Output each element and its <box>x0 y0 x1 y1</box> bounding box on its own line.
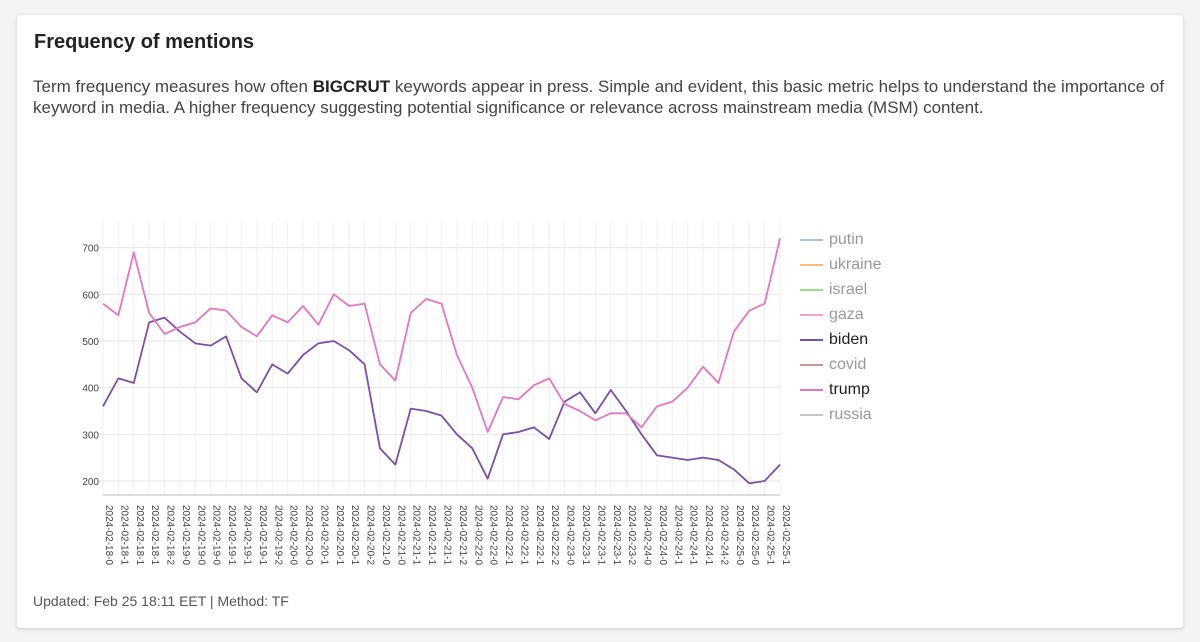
description-bold: BIGCRUT <box>312 77 391 96</box>
y-tick-label: 600 <box>82 290 99 301</box>
x-tick-label: 2024-02-25-0 <box>734 505 745 565</box>
x-tick-label: 2024-02-19-1 <box>241 505 252 565</box>
x-tick-label: 2024-02-20-0 <box>303 505 314 565</box>
x-tick-label: 2024-02-23-1 <box>595 505 606 565</box>
x-tick-label: 2024-02-22-0 <box>488 505 499 565</box>
legend-label: covid <box>829 356 866 373</box>
x-tick-label: 2024-02-21-1 <box>442 505 453 565</box>
x-tick-label: 2024-02-19-1 <box>257 505 268 565</box>
x-tick-label: 2024-02-24-0 <box>642 505 653 565</box>
x-tick-label: 2024-02-25-0 <box>749 505 760 565</box>
x-tick-label: 2024-02-20-1 <box>318 505 329 565</box>
x-tick-label: 2024-02-23-2 <box>626 505 637 565</box>
x-tick-label: 2024-02-19-2 <box>272 505 283 565</box>
x-tick-label: 2024-02-18-1 <box>149 505 160 565</box>
x-tick-label: 2024-02-23-1 <box>580 505 591 565</box>
legend-label: trump <box>829 381 870 398</box>
x-tick-label: 2024-02-22-1 <box>534 505 545 565</box>
x-tick-label: 2024-02-20-2 <box>365 505 376 565</box>
x-tick-label: 2024-02-21-0 <box>380 505 391 565</box>
y-tick-label: 700 <box>82 244 99 255</box>
x-tick-label: 2024-02-24-1 <box>688 505 699 565</box>
legend-label: ukraine <box>829 256 882 273</box>
x-tick-label: 2024-02-21-1 <box>411 505 422 565</box>
y-tick-label: 500 <box>82 337 99 348</box>
legend-label: gaza <box>829 306 864 323</box>
description: Term frequency measures how often BIGCRU… <box>33 76 1173 118</box>
line <box>102 316 781 485</box>
description-text: Term frequency measures how often <box>33 77 313 96</box>
x-tick-label: 2024-02-24-2 <box>718 505 729 565</box>
x-tick-label: 2024-02-20-1 <box>349 505 360 565</box>
x-tick-label: 2024-02-24-1 <box>672 505 683 565</box>
x-tick-label: 2024-02-21-2 <box>457 505 468 565</box>
x-tick-label: 2024-02-23-1 <box>611 505 622 565</box>
x-tick-label: 2024-02-18-2 <box>165 505 176 565</box>
legend-label: putin <box>829 231 864 248</box>
y-tick-label: 200 <box>82 477 99 488</box>
title: Frequency of mentions <box>34 31 255 53</box>
x-tick-label: 2024-02-18-1 <box>134 505 145 565</box>
x-tick-label: 2024-02-21-1 <box>426 505 437 565</box>
description-text: keywords appear in press. Simple and evi… <box>33 77 1165 117</box>
x-tick-label: 2024-02-19-0 <box>211 505 222 565</box>
x-tick-label: 2024-02-24-0 <box>657 505 668 565</box>
x-tick-label: 2024-02-22-2 <box>549 505 560 565</box>
y-tick-label: 300 <box>82 430 99 441</box>
x-tick-label: 2024-02-20-1 <box>334 505 345 565</box>
x-tick-label: 2024-02-22-0 <box>472 505 483 565</box>
x-tick-label: 2024-02-25-1 <box>765 505 776 565</box>
legend-label: biden <box>829 331 868 348</box>
x-tick-label: 2024-02-20-0 <box>288 505 299 565</box>
x-tick-label: 2024-02-18-0 <box>103 505 114 565</box>
line <box>102 238 781 433</box>
legend-label: israel <box>829 281 867 298</box>
x-tick-label: 2024-02-19-1 <box>226 505 237 565</box>
x-tick-label: 2024-02-24-1 <box>703 505 714 565</box>
card: Frequency of mentions Term frequency mea… <box>17 15 1183 628</box>
x-tick-label: 2024-02-25-1 <box>780 505 791 565</box>
x-tick-label: 2024-02-22-1 <box>503 505 514 565</box>
x-tick-label: 2024-02-19-0 <box>195 505 206 565</box>
footer: Updated: Feb 25 18:11 EET | Method: TF <box>33 593 289 609</box>
x-tick-label: 2024-02-19-0 <box>180 505 191 565</box>
legend-label: russia <box>829 406 872 423</box>
x-tick-label: 2024-02-18-1 <box>118 505 129 565</box>
x-tick-label: 2024-02-23-0 <box>565 505 576 565</box>
x-tick-label: 2024-02-21-0 <box>395 505 406 565</box>
x-tick-label: 2024-02-22-1 <box>518 505 529 565</box>
y-tick-label: 400 <box>82 384 99 395</box>
